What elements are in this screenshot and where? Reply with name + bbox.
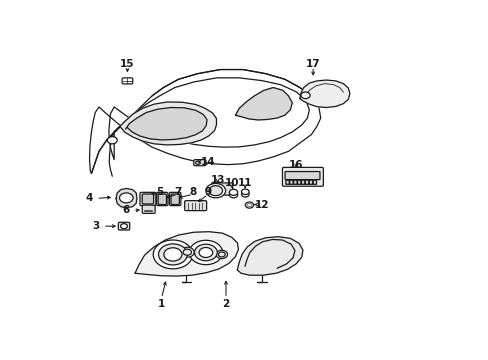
Polygon shape: [89, 69, 320, 174]
Circle shape: [183, 249, 191, 255]
Text: 4: 4: [86, 193, 93, 203]
FancyBboxPatch shape: [118, 222, 129, 230]
Text: 15: 15: [120, 59, 134, 69]
FancyBboxPatch shape: [305, 180, 308, 184]
Circle shape: [205, 184, 225, 198]
Text: 1: 1: [158, 299, 165, 309]
Circle shape: [180, 247, 194, 257]
FancyBboxPatch shape: [293, 180, 296, 184]
Circle shape: [247, 203, 251, 207]
Text: 13: 13: [210, 175, 224, 185]
Polygon shape: [135, 232, 238, 276]
FancyBboxPatch shape: [282, 167, 323, 186]
Circle shape: [216, 250, 227, 258]
Polygon shape: [299, 80, 349, 108]
Circle shape: [241, 189, 248, 194]
Circle shape: [158, 244, 187, 265]
Circle shape: [121, 224, 127, 229]
FancyBboxPatch shape: [308, 180, 312, 184]
FancyBboxPatch shape: [301, 180, 304, 184]
Circle shape: [208, 186, 222, 195]
FancyBboxPatch shape: [211, 183, 232, 195]
Polygon shape: [114, 102, 216, 145]
Circle shape: [119, 193, 133, 203]
FancyBboxPatch shape: [285, 180, 289, 184]
Circle shape: [195, 161, 200, 164]
FancyBboxPatch shape: [122, 78, 132, 84]
FancyBboxPatch shape: [184, 201, 206, 211]
FancyBboxPatch shape: [142, 194, 153, 204]
Polygon shape: [116, 188, 137, 208]
Text: 10: 10: [224, 177, 239, 188]
FancyBboxPatch shape: [312, 180, 316, 184]
FancyBboxPatch shape: [156, 192, 168, 206]
FancyBboxPatch shape: [158, 194, 166, 204]
Text: 5: 5: [156, 187, 163, 197]
Circle shape: [107, 136, 117, 144]
Polygon shape: [235, 87, 292, 120]
Text: 7: 7: [174, 187, 181, 197]
Text: 12: 12: [254, 199, 269, 210]
Text: 9: 9: [204, 187, 211, 197]
Circle shape: [229, 189, 237, 195]
Circle shape: [199, 247, 212, 257]
FancyBboxPatch shape: [289, 180, 293, 184]
FancyBboxPatch shape: [142, 205, 155, 213]
Circle shape: [153, 240, 192, 269]
Circle shape: [241, 192, 248, 197]
FancyBboxPatch shape: [169, 192, 181, 206]
FancyBboxPatch shape: [171, 194, 179, 204]
Circle shape: [301, 92, 309, 99]
Circle shape: [229, 192, 237, 198]
FancyBboxPatch shape: [193, 159, 205, 166]
Text: 8: 8: [189, 187, 196, 197]
Text: 16: 16: [288, 159, 303, 170]
FancyBboxPatch shape: [140, 192, 156, 206]
Circle shape: [245, 202, 253, 208]
FancyBboxPatch shape: [285, 172, 319, 180]
Text: 11: 11: [237, 177, 252, 188]
Text: 14: 14: [201, 157, 215, 167]
Circle shape: [163, 248, 182, 261]
Circle shape: [189, 240, 222, 265]
Polygon shape: [237, 237, 302, 275]
Text: 17: 17: [305, 59, 320, 69]
Circle shape: [194, 244, 217, 261]
FancyBboxPatch shape: [297, 180, 300, 184]
Circle shape: [218, 252, 225, 257]
Polygon shape: [125, 108, 206, 140]
Text: 3: 3: [92, 221, 100, 231]
Text: 2: 2: [222, 299, 229, 309]
Text: 6: 6: [122, 205, 130, 215]
